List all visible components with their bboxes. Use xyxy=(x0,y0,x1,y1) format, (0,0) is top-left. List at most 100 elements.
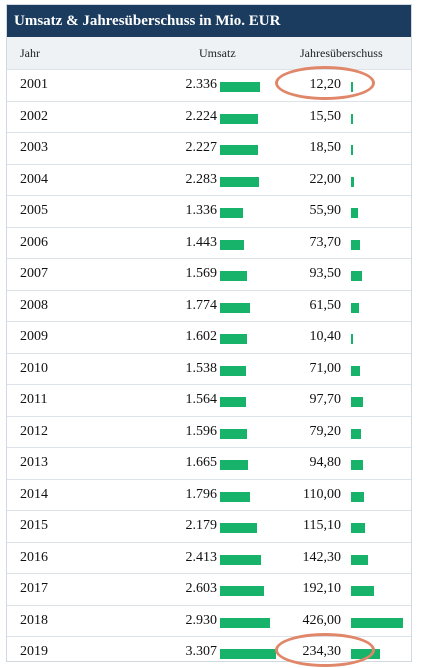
jahresueberschuss-bar xyxy=(351,649,380,659)
table-row: 2007 1.569 93,50 xyxy=(7,258,411,290)
jahresueberschuss-bar xyxy=(351,82,353,92)
jahresueberschuss-value: 93,50 xyxy=(309,266,342,281)
jahresueberschuss-bar xyxy=(351,302,359,313)
jahresueberschuss-bar xyxy=(351,145,353,155)
table-row: 2001 2.336 12,20 xyxy=(7,66,411,101)
jahresueberschuss-bar xyxy=(351,271,362,281)
jahresueberschuss-bar xyxy=(351,428,361,439)
umsatz-bar xyxy=(220,271,247,281)
table-widget: Umsatz & Jahresüberschuss in Mio. EUR Ja… xyxy=(6,4,412,667)
umsatz-value: 1.596 xyxy=(185,423,218,439)
year-cell: 2001 xyxy=(20,77,48,92)
column-header-umsatz: Umsatz xyxy=(199,46,236,60)
umsatz-bar xyxy=(220,554,261,565)
year-cell: 2008 xyxy=(20,297,48,313)
year-cell: 2011 xyxy=(20,392,48,407)
umsatz-value: 2.227 xyxy=(185,140,218,155)
table-row: 2005 1.336 55,90 xyxy=(7,195,411,227)
jahresueberschuss-value: 97,70 xyxy=(309,392,342,407)
table-row: 2004 2.283 22,00 xyxy=(7,163,411,196)
jahresueberschuss-bar xyxy=(351,460,363,470)
table-row: 2012 1.596 79,20 xyxy=(7,415,411,448)
umsatz-value: 1.665 xyxy=(185,455,218,470)
table-row: 2016 2.413 142,30 xyxy=(7,541,411,574)
umsatz-bar xyxy=(220,460,248,470)
umsatz-bar xyxy=(220,617,270,628)
jahresueberschuss-value: 110,00 xyxy=(303,486,341,502)
jahresueberschuss-value: 115,10 xyxy=(303,518,341,533)
year-cell: 2019 xyxy=(20,644,48,659)
umsatz-bar xyxy=(220,649,276,659)
jahresueberschuss-value: 22,00 xyxy=(309,171,342,187)
umsatz-value: 1.569 xyxy=(185,266,218,281)
jahresueberschuss-value: 94,80 xyxy=(309,455,342,470)
umsatz-bar xyxy=(220,176,259,187)
year-cell: 2004 xyxy=(20,171,48,187)
umsatz-value: 1.564 xyxy=(185,392,218,407)
column-header-row: Jahr Umsatz Jahresüberschuss xyxy=(7,37,411,69)
jahresueberschuss-value: 71,00 xyxy=(309,360,342,376)
jahresueberschuss-bar xyxy=(351,554,368,565)
umsatz-value: 1.336 xyxy=(185,203,218,218)
jahresueberschuss-bar xyxy=(351,617,403,628)
jahresueberschuss-bar xyxy=(351,176,354,187)
umsatz-value: 1.443 xyxy=(185,234,218,250)
table-row: 2019 3.307 234,30 xyxy=(7,633,411,668)
umsatz-value: 1.796 xyxy=(185,486,218,502)
jahresueberschuss-bar xyxy=(351,523,365,533)
umsatz-value: 1.602 xyxy=(185,329,218,344)
jahresueberschuss-value: 10,40 xyxy=(309,329,342,344)
umsatz-value: 2.283 xyxy=(185,171,218,187)
jahresueberschuss-bar xyxy=(351,491,364,502)
jahresueberschuss-value: 79,20 xyxy=(309,423,342,439)
umsatz-bar xyxy=(220,491,250,502)
jahresueberschuss-bar xyxy=(351,239,360,250)
umsatz-bar xyxy=(220,397,246,407)
jahresueberschuss-value: 192,10 xyxy=(302,581,342,596)
umsatz-bar xyxy=(220,523,257,533)
jahresueberschuss-value: 15,50 xyxy=(309,108,342,124)
year-cell: 2016 xyxy=(20,549,48,565)
umsatz-value: 3.307 xyxy=(185,644,218,659)
year-cell: 2010 xyxy=(20,360,48,376)
table-row: 2008 1.774 61,50 xyxy=(7,289,411,322)
year-cell: 2007 xyxy=(20,266,48,281)
column-header-year: Jahr xyxy=(20,46,40,60)
year-cell: 2014 xyxy=(20,486,48,502)
year-cell: 2015 xyxy=(20,518,48,533)
jahresueberschuss-value: 426,00 xyxy=(302,612,342,628)
umsatz-bar xyxy=(220,302,250,313)
jahresueberschuss-value: 234,30 xyxy=(302,644,342,659)
umsatz-value: 2.603 xyxy=(185,581,218,596)
jahresueberschuss-bar xyxy=(351,397,363,407)
umsatz-bar xyxy=(220,82,260,92)
table-row: 2011 1.564 97,70 xyxy=(7,384,411,416)
umsatz-bar xyxy=(220,365,246,376)
umsatz-bar xyxy=(220,113,258,124)
jahresueberschuss-bar xyxy=(351,365,360,376)
table-row: 2013 1.665 94,80 xyxy=(7,447,411,479)
umsatz-bar xyxy=(220,334,247,344)
table-row: 2009 1.602 10,40 xyxy=(7,321,411,353)
umsatz-bar xyxy=(220,428,247,439)
table-body: 2001 2.336 12,20 2002 2.224 15,50 2003 2.227 18,… xyxy=(7,66,411,668)
jahresueberschuss-value: 142,30 xyxy=(302,549,342,565)
umsatz-value: 2.179 xyxy=(185,518,218,533)
table-row: 2002 2.224 15,50 xyxy=(7,100,411,133)
umsatz-value: 2.930 xyxy=(185,612,218,628)
year-cell: 2009 xyxy=(20,329,48,344)
column-header-jahresueberschuss: Jahresüberschuss xyxy=(300,46,383,60)
umsatz-bar xyxy=(220,145,258,155)
jahresueberschuss-value: 18,50 xyxy=(309,140,342,155)
table-row: 2006 1.443 73,70 xyxy=(7,226,411,259)
year-cell: 2018 xyxy=(20,612,48,628)
year-cell: 2013 xyxy=(20,455,48,470)
year-cell: 2003 xyxy=(20,140,48,155)
year-cell: 2006 xyxy=(20,234,48,250)
jahresueberschuss-bar xyxy=(351,334,353,344)
jahresueberschuss-bar xyxy=(351,586,374,596)
table-row: 2014 1.796 110,00 xyxy=(7,478,411,511)
table-row: 2010 1.538 71,00 xyxy=(7,352,411,385)
umsatz-value: 2.413 xyxy=(185,549,218,565)
jahresueberschuss-value: 55,90 xyxy=(309,203,342,218)
